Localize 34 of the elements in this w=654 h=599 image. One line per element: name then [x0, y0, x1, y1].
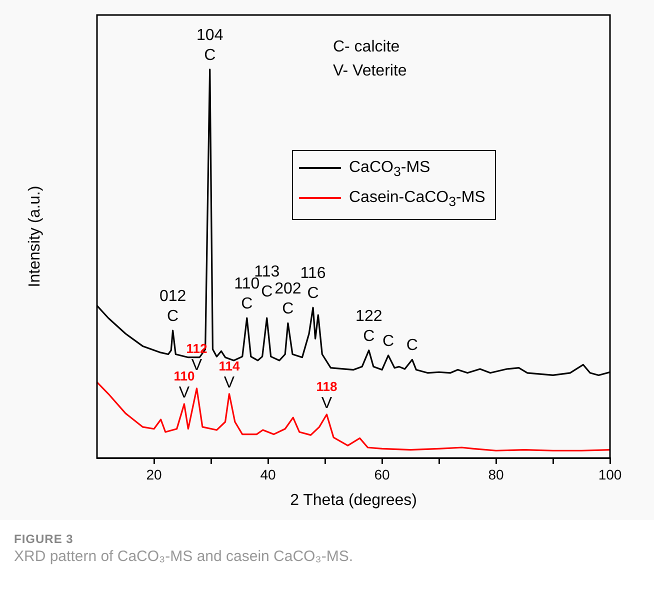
annotation: 104: [196, 26, 224, 44]
annotation: V- Veterite: [332, 62, 407, 80]
annotation: 110: [234, 276, 260, 293]
y-axis-title: Intensity (a.u.): [26, 186, 44, 288]
x-tick-label: 80: [488, 466, 504, 482]
text: C- calcite: [332, 38, 400, 56]
x-axis-title: 2 Theta (degrees): [290, 492, 417, 509]
legend-label: Casein-CaCO$_{3}$-MS: [349, 189, 486, 210]
text: FIGURE 3: [14, 532, 74, 546]
annotation: C: [382, 332, 394, 350]
x-tick-label: 60: [374, 466, 390, 482]
annotation: C: [307, 285, 319, 302]
annotation: 114: [218, 358, 240, 374]
annotation: C: [204, 46, 216, 64]
text: XRD pattern of CaCO₃-MS and casein CaCO₃-MS.: [14, 548, 354, 565]
annotation: 122: [356, 308, 382, 325]
x-tick-label: 100: [598, 466, 622, 482]
annotation: 116: [300, 265, 326, 282]
annotation: C: [261, 284, 273, 301]
annotation: 202: [274, 280, 302, 298]
x-tick-label: 20: [146, 466, 162, 482]
x-tick-label: 40: [260, 466, 276, 482]
annotation: C: [282, 300, 294, 318]
annotation: V: [224, 374, 235, 392]
annotation: C: [406, 337, 418, 354]
annotation: V: [178, 384, 190, 402]
legend-label: CaCO$_{3}$-MS: [349, 159, 430, 180]
annotation: C: [363, 328, 375, 345]
annotation: 012: [159, 288, 186, 305]
annotation: V: [321, 394, 332, 412]
annotation: 110: [174, 368, 195, 384]
annotation: 118: [316, 379, 338, 394]
annotation: C: [167, 308, 179, 325]
annotation: C: [241, 296, 253, 313]
